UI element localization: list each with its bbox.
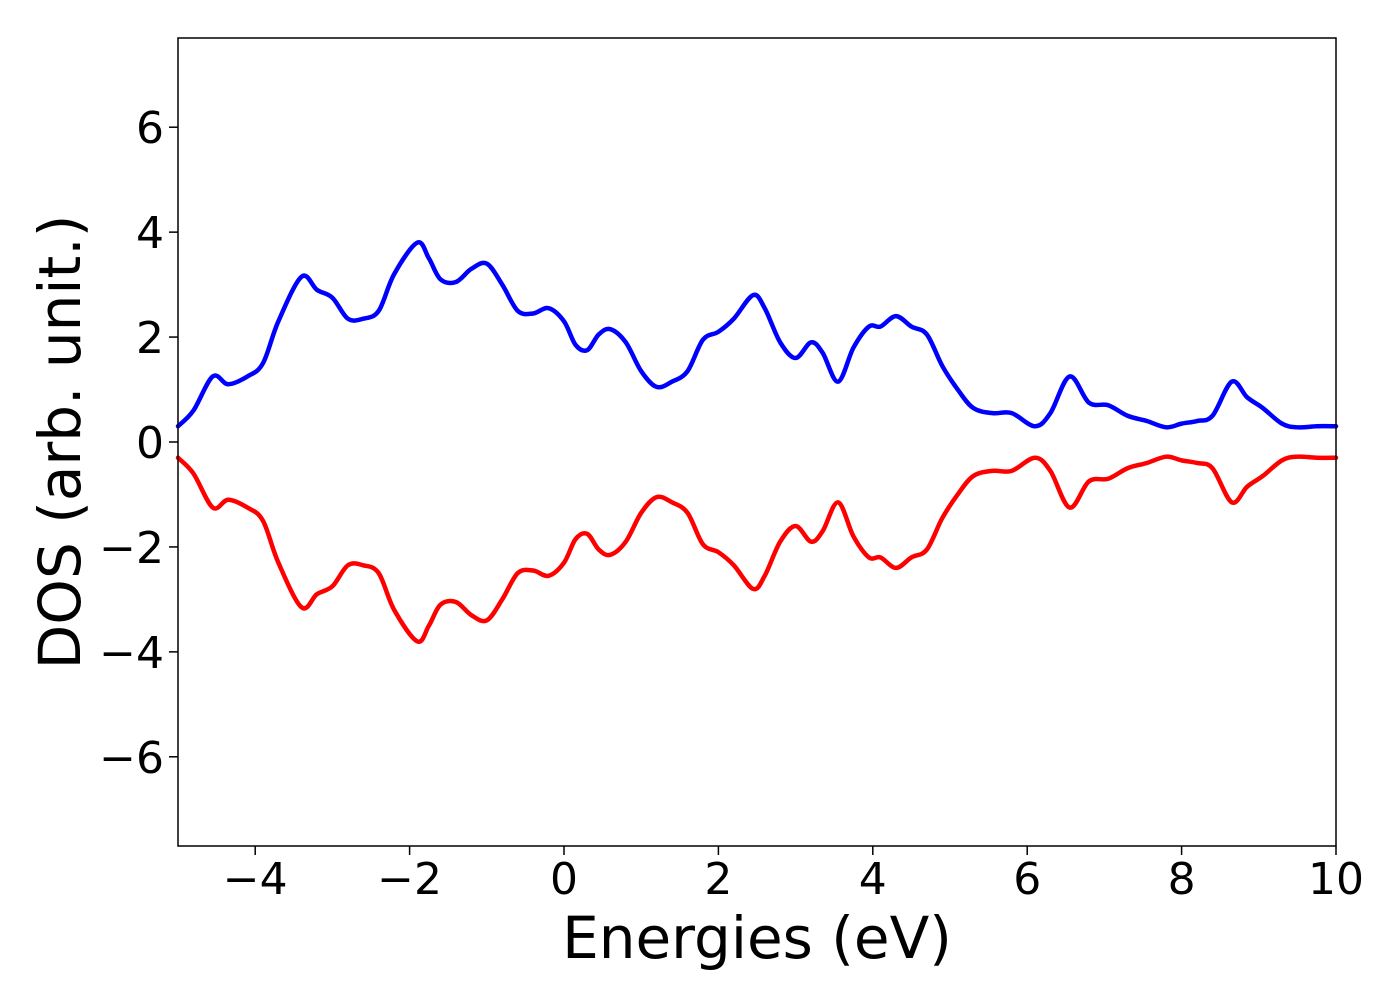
dos-series-line-negative <box>175 454 1339 644</box>
x-tick-label: 2 <box>704 854 732 905</box>
x-tick-label: −4 <box>223 854 288 905</box>
x-tick-label: 10 <box>1308 854 1364 905</box>
x-tick-label: 0 <box>550 854 578 905</box>
x-tick-label: 6 <box>1013 854 1041 905</box>
y-tick-label: 2 <box>136 313 164 364</box>
y-tick-label: −2 <box>99 523 164 574</box>
y-tick-label: −4 <box>99 628 164 679</box>
x-axis-title: Energies (eV) <box>562 904 952 972</box>
x-tick-label: 8 <box>1168 854 1196 905</box>
y-tick-label: 6 <box>136 103 164 154</box>
plot-frame <box>177 37 1337 847</box>
y-tick-label: −6 <box>99 733 164 784</box>
ticks-layer: −4 −2 0 2 4 6 8 10 −6 −4 −2 0 2 4 6 <box>99 103 1364 905</box>
y-tick-label: 0 <box>136 418 164 469</box>
y-tick-label: 4 <box>136 208 164 259</box>
dos-series-line-positive <box>175 240 1339 430</box>
y-axis-title: DOS (arb. unit.) <box>26 215 94 670</box>
series-layer <box>175 240 1339 644</box>
x-tick-label: −2 <box>377 854 442 905</box>
x-tick-label: 4 <box>859 854 887 905</box>
